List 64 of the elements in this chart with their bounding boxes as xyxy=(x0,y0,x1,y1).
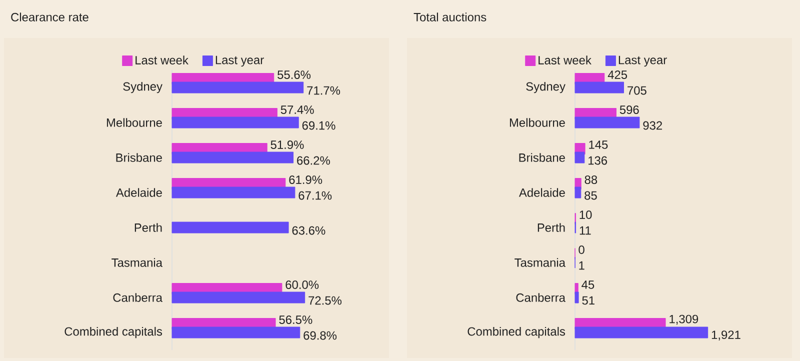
bar xyxy=(172,292,306,304)
data-label: 60.0% xyxy=(286,280,319,289)
legend-label: Last year xyxy=(216,56,264,67)
y-tick-label: Sydney xyxy=(123,82,162,94)
data-label: 145 xyxy=(589,140,608,149)
data-label: 85 xyxy=(584,191,597,200)
y-tick-label: Melbourne xyxy=(106,118,162,127)
data-label: 69.1% xyxy=(302,121,336,130)
bar xyxy=(172,326,300,338)
bar xyxy=(172,222,289,234)
data-label: 66.2% xyxy=(297,156,330,165)
bar xyxy=(574,326,708,338)
y-tick-label: Brisbane xyxy=(116,153,162,162)
bar xyxy=(574,116,640,128)
bar xyxy=(172,186,296,198)
bar xyxy=(172,82,304,94)
y-tick-label: Sydney xyxy=(526,82,566,94)
y-tick-label: Brisbane xyxy=(519,153,565,162)
bar xyxy=(574,292,579,304)
data-label: 67.1% xyxy=(298,191,332,200)
data-label: 56.5% xyxy=(279,316,312,324)
legend-label: Last year xyxy=(618,56,667,67)
y-tick-label: Canberra xyxy=(113,293,162,302)
data-label: 88 xyxy=(584,176,598,184)
data-label: 69.8% xyxy=(304,331,337,340)
bar xyxy=(172,116,299,128)
text: Clearance rate xyxy=(11,12,88,22)
y-tick-label: Combined capitals xyxy=(64,326,162,338)
data-label: 55.6% xyxy=(278,70,311,79)
data-label: 71.7% xyxy=(307,86,340,95)
y-tick-label: Tasmania xyxy=(514,258,566,267)
data-label: 45 xyxy=(582,280,594,289)
y-tick-label: Perth xyxy=(538,223,565,232)
text: Total auctions xyxy=(414,12,486,22)
y-tick-label: Adelaide xyxy=(116,188,162,197)
bar xyxy=(574,82,624,94)
y-tick-label: Tasmania xyxy=(112,258,162,267)
legend-label: Last week xyxy=(136,56,188,64)
data-label: 932 xyxy=(643,121,662,130)
legend-label: Last week xyxy=(538,56,592,64)
data-label: 72.5% xyxy=(308,296,342,305)
data-label: 1 xyxy=(579,261,584,270)
data-label: 1,921 xyxy=(712,330,740,340)
bar xyxy=(574,152,585,164)
y-tick-label: Perth xyxy=(134,223,162,232)
data-label: 0 xyxy=(578,246,584,254)
y-tick-label: Canberra xyxy=(516,293,566,302)
y-tick-label: Combined capitals xyxy=(468,326,566,338)
data-label: 425 xyxy=(608,70,628,79)
data-label: 57.4% xyxy=(280,106,314,114)
data-label: 11 xyxy=(580,226,591,235)
y-tick-label: Melbourne xyxy=(510,118,565,127)
data-label: 10 xyxy=(580,210,592,219)
data-label: 51 xyxy=(582,296,594,305)
data-label: 61.9% xyxy=(289,176,322,184)
data-label: 1,309 xyxy=(670,314,698,325)
data-label: 51.9% xyxy=(270,140,304,149)
data-label: 63.6% xyxy=(292,226,326,235)
data-label: 705 xyxy=(628,86,646,95)
bar xyxy=(574,186,582,198)
bar xyxy=(172,152,294,164)
data-label: 596 xyxy=(620,106,639,114)
data-label: 136 xyxy=(588,156,608,165)
y-tick-label: Adelaide xyxy=(518,188,565,197)
